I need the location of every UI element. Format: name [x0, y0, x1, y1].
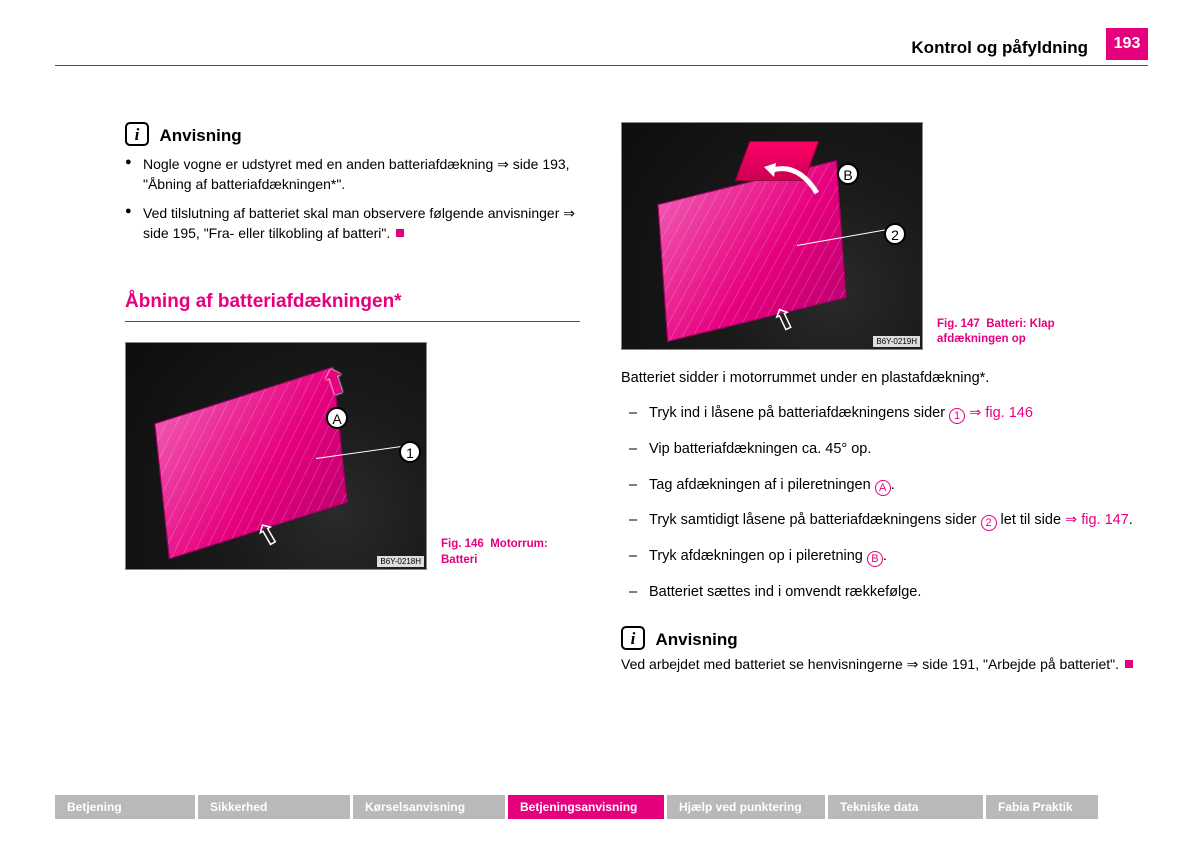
- bullet-item: Nogle vogne er udstyret med en anden bat…: [125, 154, 585, 195]
- note-text: Ved arbejdet med batteriet se henvisning…: [621, 654, 1141, 674]
- bullet-list: Nogle vogne er udstyret med en anden bat…: [125, 154, 585, 243]
- info-icon: i: [621, 626, 645, 650]
- callout-B: B: [837, 163, 859, 185]
- tab-tekniske-data[interactable]: Tekniske data: [828, 795, 983, 819]
- figure-146-caption: Fig. 146 Motorrum: Batteri: [441, 537, 581, 570]
- tab-fabia-praktik[interactable]: Fabia Praktik: [986, 795, 1098, 819]
- info-icon: i: [125, 122, 149, 146]
- subsection-title: Åbning af batteriafdækningen*: [125, 291, 580, 322]
- step-item: Tryk afdækningen op i pileretning B.: [621, 546, 1141, 568]
- section-title: Kontrol og påfyldning: [911, 38, 1088, 58]
- bullet-text: Nogle vogne er udstyret med en anden bat…: [143, 156, 497, 172]
- page-number: 193: [1106, 28, 1148, 60]
- step-item: Vip batteriafdækningen ca. 45° op.: [621, 439, 1141, 461]
- figure-code: B6Y-0219H: [873, 336, 920, 347]
- figure-147-row: B 2 ⇧ B6Y-0219H Fig. 147 Batteri: Klap a…: [621, 122, 1141, 350]
- note-block-bottom: i Anvisning Ved arbejdet med batteriet s…: [621, 626, 1141, 674]
- cross-reference: ⇒ side 191, "Arbejde på batteriet".: [907, 656, 1119, 672]
- callout-ref-B: B: [867, 551, 883, 567]
- right-column: B 2 ⇧ B6Y-0219H Fig. 147 Batteri: Klap a…: [621, 122, 1141, 674]
- step-item: Tag afdækningen af i pileretningen A.: [621, 475, 1141, 497]
- figure-number: Fig. 146: [441, 538, 484, 550]
- figure-number: Fig. 147: [937, 318, 980, 330]
- note-heading: Anvisning: [655, 630, 737, 649]
- cross-reference: ⇒ fig. 147: [1065, 512, 1129, 528]
- step-item: Tryk samtidigt låsene på batteriafdæknin…: [621, 510, 1141, 532]
- note-block: i Anvisning Nogle vogne er udstyret med …: [125, 122, 585, 243]
- tab-sikkerhed[interactable]: Sikkerhed: [198, 795, 350, 819]
- figure-code: B6Y-0218H: [377, 556, 424, 567]
- end-square-icon: [396, 229, 404, 237]
- page-header: Kontrol og påfyldning 193: [55, 38, 1148, 66]
- tab-hjaelp-punktering[interactable]: Hjælp ved punktering: [667, 795, 825, 819]
- step-item: Batteriet sættes ind i omvendt rækkefølg…: [621, 582, 1141, 604]
- intro-text: Batteriet sidder i motorrummet under en …: [621, 368, 1141, 389]
- footer-tabs: Betjening Sikkerhed Kørselsanvisning Bet…: [55, 795, 1101, 819]
- left-column: i Anvisning Nogle vogne er udstyret med …: [125, 122, 585, 570]
- tab-korselsanvisning[interactable]: Kørselsanvisning: [353, 795, 505, 819]
- step-list: Tryk ind i låsene på batteriafdækningens…: [621, 403, 1141, 604]
- curved-arrow-icon: [762, 153, 832, 203]
- note-heading: Anvisning: [159, 126, 241, 145]
- callout-2: 2: [884, 223, 906, 245]
- callout-ref-2: 2: [981, 515, 997, 531]
- figure-146-row: ⬆ A 1 ⇧ B6Y-0218H Fig. 146 Motorrum: Bat…: [125, 342, 585, 570]
- figure-146: ⬆ A 1 ⇧ B6Y-0218H: [125, 342, 427, 570]
- step-item: Tryk ind i låsene på batteriafdækningens…: [621, 403, 1141, 425]
- end-square-icon: [1125, 660, 1133, 668]
- tab-betjening[interactable]: Betjening: [55, 795, 195, 819]
- figure-147: B 2 ⇧ B6Y-0219H: [621, 122, 923, 350]
- callout-ref-A: A: [875, 480, 891, 496]
- cross-reference: ⇒ fig. 146: [969, 405, 1033, 421]
- callout-ref-1: 1: [949, 408, 965, 424]
- figure-147-caption: Fig. 147 Batteri: Klap afdækningen op: [937, 317, 1077, 350]
- tab-betjeningsanvisning[interactable]: Betjeningsanvisning: [508, 795, 664, 819]
- bullet-text: Ved tilslutning af batteriet skal man ob…: [143, 205, 563, 221]
- bullet-item: Ved tilslutning af batteriet skal man ob…: [125, 203, 585, 244]
